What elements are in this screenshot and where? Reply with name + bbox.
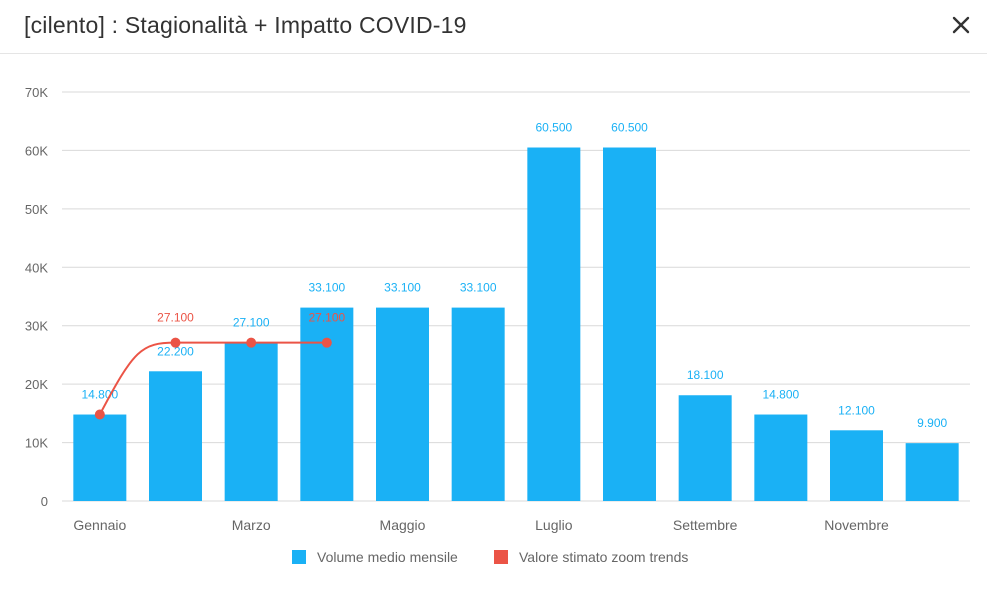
- bar-value-label: 33.100: [308, 281, 345, 295]
- y-tick-label: 0: [41, 494, 48, 509]
- trend-point: [321, 337, 332, 348]
- chart-area: 0 10K 20K 30K 40K 50K 60K 70K Gennaio Marzo Maggio…: [0, 55, 987, 589]
- x-tick-label: Gennaio: [73, 517, 126, 533]
- bar: [224, 342, 278, 501]
- dialog-header: [cilento] : Stagionalità + Impatto COVID…: [0, 0, 987, 54]
- bar: [376, 307, 429, 501]
- trend-value-label: 27.100: [157, 311, 194, 325]
- trend-value-label: 27.100: [308, 311, 345, 325]
- bar: [149, 371, 202, 501]
- y-tick-label: 50K: [25, 202, 48, 217]
- trend-point: [246, 337, 257, 348]
- close-button[interactable]: [946, 10, 976, 40]
- bar: [451, 307, 505, 501]
- x-tick-label: Novembre: [824, 517, 889, 533]
- bar: [300, 307, 354, 501]
- bar-value-label: 12.100: [838, 403, 875, 417]
- bar: [678, 395, 732, 501]
- bar-value-label: 18.100: [687, 368, 724, 382]
- x-tick-label: Maggio: [380, 517, 426, 533]
- y-tick-label: 20K: [25, 377, 48, 392]
- bar: [527, 147, 581, 501]
- trend-line: [98, 341, 327, 415]
- y-tick-label: 10K: [25, 436, 48, 451]
- close-icon[interactable]: [946, 10, 976, 40]
- bar: [754, 414, 808, 501]
- legend-swatch-bars: [292, 550, 306, 564]
- y-tick-label: 60K: [25, 143, 48, 158]
- bar-value-label: 33.100: [384, 281, 421, 295]
- trend-point: [94, 409, 105, 420]
- bar-value-label: 14.800: [762, 388, 799, 402]
- bar-value-label: 33.100: [460, 281, 497, 295]
- y-tick-label: 30K: [25, 319, 48, 334]
- legend-label-line: Valore stimato zoom trends: [519, 549, 688, 565]
- x-tick-label: Settembre: [673, 517, 738, 533]
- legend-label-bars: Volume medio mensile: [317, 549, 458, 565]
- legend-swatch-line: [494, 550, 508, 564]
- bar: [73, 414, 127, 501]
- seasonality-chart: 0 10K 20K 30K 40K 50K 60K 70K Gennaio Marzo Maggio…: [25, 85, 970, 565]
- x-tick-label: Marzo: [232, 517, 271, 533]
- trend-point: [170, 337, 181, 348]
- bar-value-label: 22.200: [157, 344, 194, 358]
- bar-value-label: 27.100: [233, 316, 270, 330]
- bar-value-label: 60.500: [535, 121, 572, 135]
- bar: [905, 443, 959, 501]
- dialog-title: [cilento] : Stagionalità + Impatto COVID…: [24, 12, 467, 38]
- y-tick-label: 70K: [25, 85, 48, 100]
- bar-value-label: 60.500: [611, 121, 648, 135]
- y-tick-label: 40K: [25, 260, 48, 275]
- x-tick-label: Luglio: [535, 517, 573, 533]
- bar: [603, 147, 656, 501]
- bar: [830, 430, 883, 501]
- bar-value-label: 9.900: [917, 416, 947, 430]
